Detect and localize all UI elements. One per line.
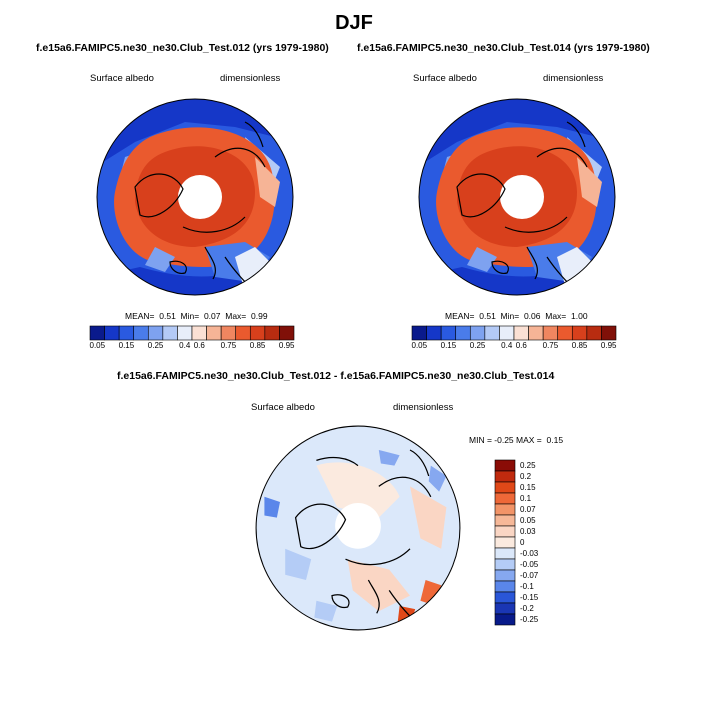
left-colorbar-box [249,325,266,341]
left-colorbar-labels: 0.05 0.15 0.25 0.4 0.6 0.75 0.85 0.95 [90,341,295,353]
left-stats: MEAN= 0.51 Min= 0.07 Max= 0.99 [125,311,268,321]
diff-colorbar-box [494,481,516,494]
diff-colorbar-box [494,503,516,516]
diff-colorbar-box [494,470,516,483]
right-colorbar-labels: 0.05 0.15 0.25 0.4 0.6 0.75 0.85 0.95 [412,341,617,353]
diff-colorbar-box [494,569,516,582]
left-colorbar-box [191,325,207,341]
diff-colorbar-labels: 0.25 0.2 0.15 0.1 0.07 0.05 0.03 0 -0.03 -0.05 -0.… [520,460,560,625]
left-colorbar-tick-label: 0.85 [249,341,266,350]
left-colorbar-tick-label: 0.75 [220,341,237,350]
diff-colorbar-tick-label: -0.05 [520,559,539,569]
right-colorbar-box [484,325,500,341]
diff-colorbar-tick-label: 0.1 [520,493,532,503]
diff-colorbar-box [494,613,516,626]
right-colorbar-box [557,325,573,341]
diff-colorbar-tick-label: 0.2 [520,471,532,481]
left-colorbar-box [220,325,237,341]
diff-colorbar-tick-label: 0 [520,537,525,547]
right-colorbar-box [528,325,544,341]
diff-colorbar-box [494,459,516,472]
left-colorbar-box [235,325,251,341]
diff-colorbar-box [494,536,516,549]
left-colorbar-tick-label: 0.4 [179,341,191,350]
diff-colorbar [494,459,516,626]
left-colorbar-box [118,325,135,341]
left-colorbar-tick-label: 0.05 [89,341,106,350]
diff-panel-title: f.e15a6.FAMIPC5.ne30_ne30.Club_Test.012 … [117,370,555,382]
left-colorbar [89,325,295,341]
diff-colorbar-box [494,602,516,615]
right-colorbar-box [469,325,486,341]
left-colorbar-box [104,325,120,341]
left-map [96,98,294,296]
diff-colorbar-box [494,591,516,604]
left-colorbar-box [147,325,164,341]
right-stats: MEAN= 0.51 Min= 0.06 Max= 1.00 [445,311,588,321]
diff-colorbar-box [494,492,516,505]
right-colorbar-tick-label: 0.4 [501,341,513,350]
diff-colorbar-tick-label: -0.2 [520,603,534,613]
right-colorbar-box [601,325,617,341]
right-colorbar-tick-label: 0.95 [600,341,617,350]
left-colorbar-box [206,325,222,341]
main-title: DJF [335,12,373,34]
right-colorbar-tick-label: 0.6 [515,341,527,350]
right-colorbar-tick-label: 0.85 [571,341,588,350]
diff-variable-label: Surface albedo [251,402,315,413]
right-colorbar-box [426,325,442,341]
diff-colorbar-tick-label: 0.03 [520,526,536,536]
diff-colorbar-tick-label: -0.1 [520,581,534,591]
right-colorbar-tick-label: 0.75 [542,341,559,350]
right-colorbar-box [411,325,427,341]
right-variable-label: Surface albedo [413,73,477,84]
diff-colorbar-tick-label: -0.15 [520,592,539,602]
left-variable-label: Surface albedo [90,73,154,84]
right-colorbar-box [586,325,602,341]
right-units-label: dimensionless [543,73,604,84]
left-units-label: dimensionless [220,73,281,84]
left-colorbar-box [264,325,280,341]
right-map [418,98,616,296]
diff-colorbar-tick-label: -0.03 [520,548,539,558]
right-colorbar-box [542,325,559,341]
right-colorbar-box [571,325,588,341]
diff-colorbar-box [494,580,516,593]
left-colorbar-tick-label: 0.6 [193,341,205,350]
left-panel-title: f.e15a6.FAMIPC5.ne30_ne30.Club_Test.012 … [36,42,329,54]
left-colorbar-box [133,325,149,341]
diff-map [255,425,461,631]
diff-colorbar-tick-label: 0.15 [520,482,536,492]
left-colorbar-tick-label: 0.95 [278,341,295,350]
left-colorbar-box [89,325,105,341]
left-colorbar-tick-label: 0.15 [118,341,135,350]
right-colorbar [411,325,617,341]
right-colorbar-tick-label: 0.05 [411,341,428,350]
diff-colorbar-tick-label: -0.25 [520,614,539,624]
diff-colorbar-tick-label: 0.25 [520,460,536,470]
diff-stats: MIN = -0.25 MAX = 0.15 [469,435,564,445]
diff-colorbar-box [494,525,516,538]
left-colorbar-box [162,325,178,341]
right-colorbar-tick-label: 0.25 [469,341,486,350]
left-colorbar-box [279,325,295,341]
diff-colorbar-box [494,547,516,560]
right-colorbar-box [499,325,515,341]
diff-colorbar-tick-label: -0.07 [520,570,539,580]
right-colorbar-box [440,325,457,341]
right-colorbar-box [513,325,529,341]
diff-colorbar-box [494,558,516,571]
left-colorbar-tick-label: 0.25 [147,341,164,350]
right-panel-title: f.e15a6.FAMIPC5.ne30_ne30.Club_Test.014 … [357,42,650,54]
diff-colorbar-tick-label: 0.07 [520,504,536,514]
right-colorbar-box [455,325,471,341]
left-colorbar-box [177,325,193,341]
right-colorbar-tick-label: 0.15 [440,341,457,350]
diff-colorbar-tick-label: 0.05 [520,515,536,525]
diff-units-label: dimensionless [393,402,454,413]
diff-colorbar-box [494,514,516,527]
